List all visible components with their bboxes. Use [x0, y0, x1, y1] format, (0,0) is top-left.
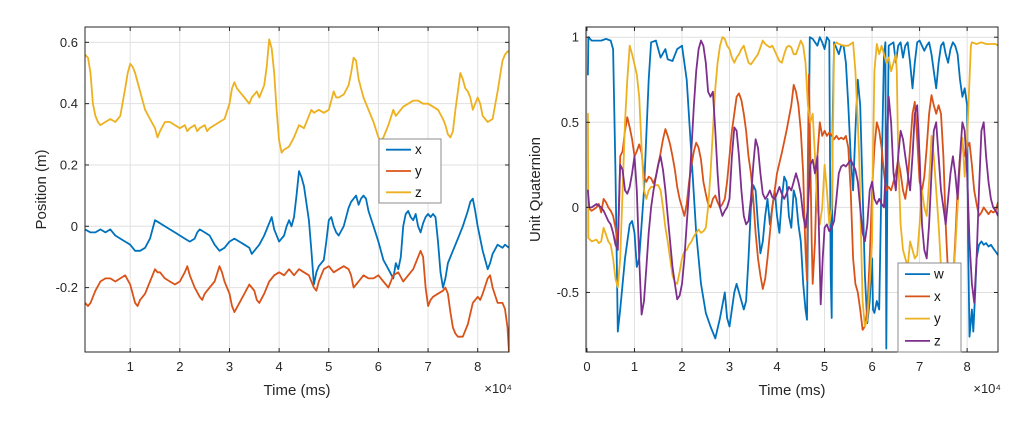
- series-group: [85, 38, 509, 352]
- x-tick-label: 8: [474, 359, 481, 374]
- legend-entry-label: z: [934, 333, 941, 348]
- x-tick-label: 0: [583, 359, 590, 374]
- legend-box: [897, 262, 962, 353]
- legend-entry-label: z: [415, 185, 422, 200]
- legend-entry-label: y: [415, 164, 422, 179]
- axes-border: [585, 26, 999, 353]
- y-tick-label: 0.2: [60, 157, 78, 172]
- x-axis-label: Time (ms): [759, 382, 826, 399]
- x-tick-label: 8: [963, 359, 970, 374]
- x-tick-label: 2: [678, 359, 685, 374]
- x-axis-multiplier: ×10⁴: [973, 381, 1001, 396]
- axes-border: [84, 26, 510, 353]
- x-tick-label: 4: [773, 359, 780, 374]
- y-tick-label: 1: [572, 30, 579, 45]
- axes: [585, 26, 999, 353]
- y-tick-label: 0: [572, 200, 579, 215]
- y-tick-label: 0.4: [60, 96, 78, 111]
- x-tick-label: 5: [325, 359, 332, 374]
- y-tick-label: 0.6: [60, 35, 78, 50]
- legend-entry-label: w: [933, 267, 944, 282]
- y-tick-label: -0.5: [557, 285, 579, 300]
- x-tick-label: 6: [375, 359, 382, 374]
- x-tick-label: 7: [916, 359, 923, 374]
- y-axis-label: Position (m): [33, 149, 50, 229]
- series-line-y: [85, 249, 509, 352]
- position-chart: 1 2 3 4 5 6 7 8 -0.2 0 0.2 0.4 0.6 Time (ms) Position …: [33, 26, 512, 399]
- quaternion-chart: 0 1 2 3 4 5 6 7 8 -0.5 0 0.5 1 Time (ms) Unit Quaterni…: [527, 26, 1001, 399]
- x-tick-label: 2: [176, 359, 183, 374]
- x-tick-label: 7: [424, 359, 431, 374]
- series-line-z: [587, 39, 998, 316]
- x-tick-label: 3: [726, 359, 733, 374]
- axes: [84, 26, 510, 353]
- x-axis-multiplier: ×10⁴: [484, 381, 512, 396]
- x-tick-label: 3: [226, 359, 233, 374]
- legend-entry-label: x: [934, 289, 941, 304]
- y-tick-label: 0: [71, 219, 78, 234]
- series-line-w: [587, 36, 998, 350]
- series-line-z: [85, 38, 509, 154]
- y-tick-label: 0.5: [561, 115, 579, 130]
- x-tick-label: 4: [276, 359, 283, 374]
- y-tick-label: -0.2: [56, 280, 78, 295]
- series-line-x: [85, 170, 509, 289]
- y-axis-label: Unit Quaternion: [527, 137, 544, 242]
- legend-entry-label: y: [934, 311, 941, 326]
- x-tick-label: 1: [631, 359, 638, 374]
- x-axis-label: Time (ms): [264, 382, 331, 399]
- legend: xyz: [378, 138, 442, 204]
- x-tick-label: 1: [127, 359, 134, 374]
- x-tick-label: 6: [868, 359, 875, 374]
- x-tick-label: 5: [821, 359, 828, 374]
- legend-entry-label: x: [415, 142, 422, 157]
- series-group: [587, 36, 998, 350]
